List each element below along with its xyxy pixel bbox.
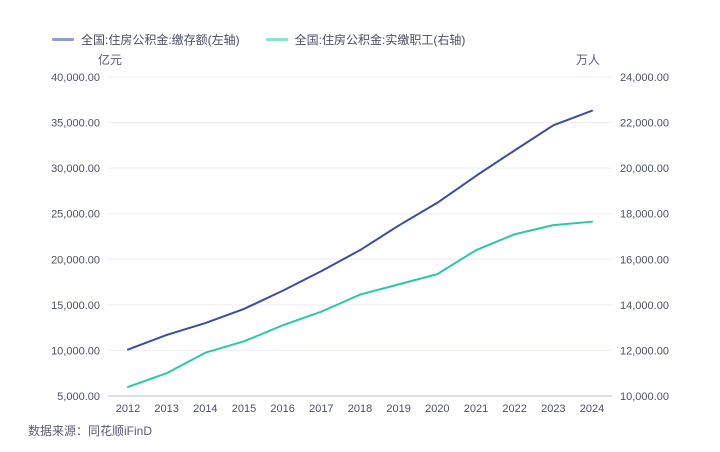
y-axis-tick-label-right: 14,000.00 [620, 300, 669, 312]
left-axis-unit: 亿元 [98, 53, 123, 67]
y-axis-tick-label-right: 10,000.00 [620, 391, 669, 403]
y-axis-tick-label-right: 16,000.00 [620, 254, 669, 266]
y-axis-tick-label-right: 18,000.00 [620, 209, 669, 221]
legend-label-deposit: 全国:住房公积金:缴存额(左轴) [81, 33, 240, 47]
x-axis-tick-label: 2018 [348, 403, 372, 415]
y-axis-tick-label-right: 22,000.00 [620, 118, 669, 130]
x-axis-tick-label: 2023 [541, 403, 565, 415]
x-axis-tick-label: 2020 [425, 403, 449, 415]
legend-line-marker-deposit [52, 38, 74, 41]
legend-item-deposit[interactable]: 全国:住房公积金:缴存额(左轴) [52, 31, 240, 48]
y-axis-tick-label-left: 25,000.00 [51, 209, 100, 221]
x-axis-tick-label: 2022 [502, 403, 526, 415]
y-axis-tick-label-right: 12,000.00 [620, 345, 669, 357]
x-axis-tick-label: 2019 [386, 403, 410, 415]
y-axis-tick-label-left: 5,000.00 [57, 391, 100, 403]
legend-item-employees[interactable]: 全国:住房公积金:实缴职工(右轴) [265, 31, 466, 48]
data-source-caption: 数据来源：同花顺iFinD [28, 424, 153, 438]
x-axis-tick-label: 2024 [580, 403, 604, 415]
legend-label-employees: 全国:住房公积金:实缴职工(右轴) [294, 33, 466, 47]
x-axis-tick-label: 2021 [464, 403, 488, 415]
x-axis-tick-label: 2016 [270, 403, 294, 415]
right-axis-unit: 万人 [576, 53, 601, 67]
y-axis-tick-label-left: 20,000.00 [51, 254, 100, 266]
y-axis-tick-label-left: 40,000.00 [51, 72, 100, 84]
y-axis-tick-label-left: 15,000.00 [51, 300, 100, 312]
x-axis-tick-label: 2013 [154, 403, 178, 415]
series-line-deposit [127, 109, 593, 351]
y-axis-tick-label-left: 10,000.00 [51, 345, 100, 357]
x-axis-tick-label: 2017 [309, 403, 333, 415]
y-axis-tick-label-right: 20,000.00 [620, 163, 669, 175]
legend-line-marker-employees [265, 38, 288, 41]
y-axis-tick-label-left: 35,000.00 [51, 118, 100, 130]
x-axis-tick-label: 2015 [232, 403, 256, 415]
legend: 全国:住房公积金:缴存额(左轴) 全国:住房公积金:实缴职工(右轴) [52, 31, 465, 48]
x-axis-tick-label: 2014 [193, 403, 217, 415]
series-line-employees [127, 220, 593, 388]
y-axis-tick-label-left: 30,000.00 [51, 163, 100, 175]
x-axis-tick-label: 2012 [116, 403, 140, 415]
y-axis-tick-label-right: 24,000.00 [620, 72, 669, 84]
